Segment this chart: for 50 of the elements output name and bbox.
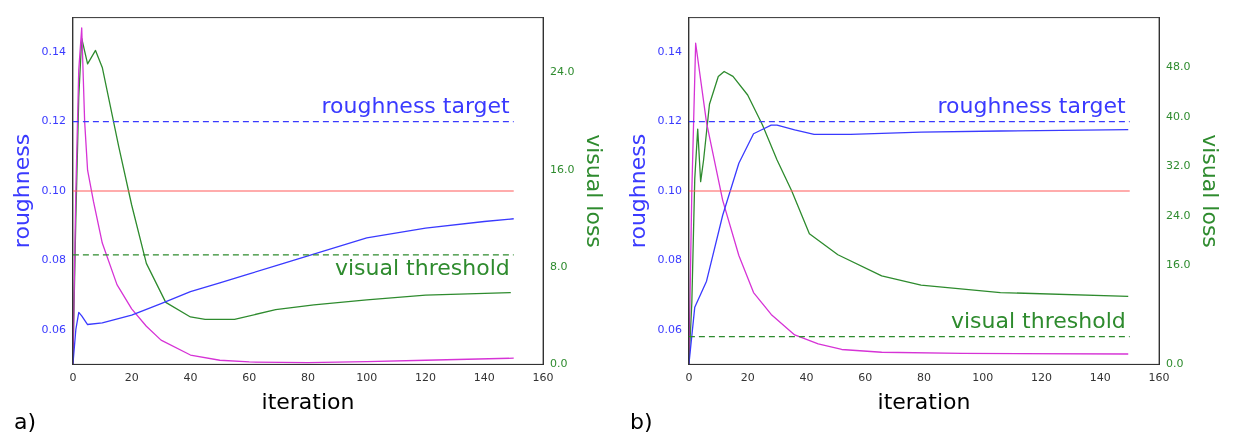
y-tick-label: 0.10 [657, 183, 682, 197]
y-tick-label: 0.10 [41, 183, 66, 197]
ref-line-label: roughness target [321, 93, 511, 119]
y2-tick-label: 40.0 [1166, 109, 1191, 123]
y2-tick-label: 48.0 [1166, 60, 1191, 73]
y2-tick-label: 24.0 [1166, 208, 1191, 222]
text: a) [14, 409, 37, 434]
ref-line-label: visual threshold [334, 254, 510, 280]
x-tick-label: 140 [473, 370, 495, 384]
x-tick-label: 100 [356, 370, 378, 384]
x-tick-label: 40 [799, 370, 814, 384]
y-axis-title: roughness [8, 133, 34, 249]
y-tick-label: 0.06 [41, 322, 66, 336]
y2-axis-title: visual loss [582, 134, 608, 248]
x-tick-label: 140 [1089, 370, 1111, 384]
x-tick-label: 80 [917, 370, 931, 384]
x-tick-label: 80 [301, 370, 315, 384]
y2-axis-title: visual loss [1198, 134, 1224, 248]
x-tick-label: 0 [69, 370, 77, 384]
y2-tick-label: 8.0 [550, 259, 568, 273]
y-tick-label: 0.08 [657, 253, 682, 267]
x-tick-label: 40 [183, 370, 198, 384]
y2-tick-label: 16.0 [1166, 258, 1191, 272]
y2-tick-label: 24.0 [550, 65, 575, 79]
y2-tick-label: 0.0 [550, 357, 568, 371]
x-axis-title: iteration [877, 388, 971, 414]
y-axis-title: roughness [624, 133, 650, 249]
x-axis-title: iteration [261, 388, 355, 414]
x-tick-label: 20 [124, 370, 139, 384]
y-tick-label: 0.06 [657, 322, 682, 336]
x-tick-label: 0 [685, 370, 693, 384]
y2-tick-label: 16.0 [550, 162, 575, 176]
ref-line-label: visual threshold [950, 308, 1126, 334]
y-tick-label: 0.14 [41, 45, 66, 59]
y-tick-label: 0.12 [657, 114, 682, 128]
ref-line-label: roughness target [937, 93, 1127, 119]
x-tick-label: 60 [242, 370, 257, 384]
text: b) [630, 409, 653, 434]
x-tick-label: 100 [972, 370, 994, 384]
y-tick-label: 0.12 [41, 114, 66, 128]
y2-tick-label: 32.0 [1166, 159, 1191, 173]
y-tick-label: 0.08 [41, 253, 66, 267]
x-tick-label: 160 [1148, 370, 1170, 384]
y2-tick-label: 0.0 [1166, 357, 1184, 371]
x-tick-label: 20 [740, 370, 755, 384]
x-tick-label: 160 [532, 370, 554, 384]
x-tick-label: 120 [1031, 370, 1053, 384]
x-tick-label: 60 [858, 370, 873, 384]
y-tick-label: 0.14 [657, 45, 682, 59]
x-tick-label: 120 [415, 370, 437, 384]
